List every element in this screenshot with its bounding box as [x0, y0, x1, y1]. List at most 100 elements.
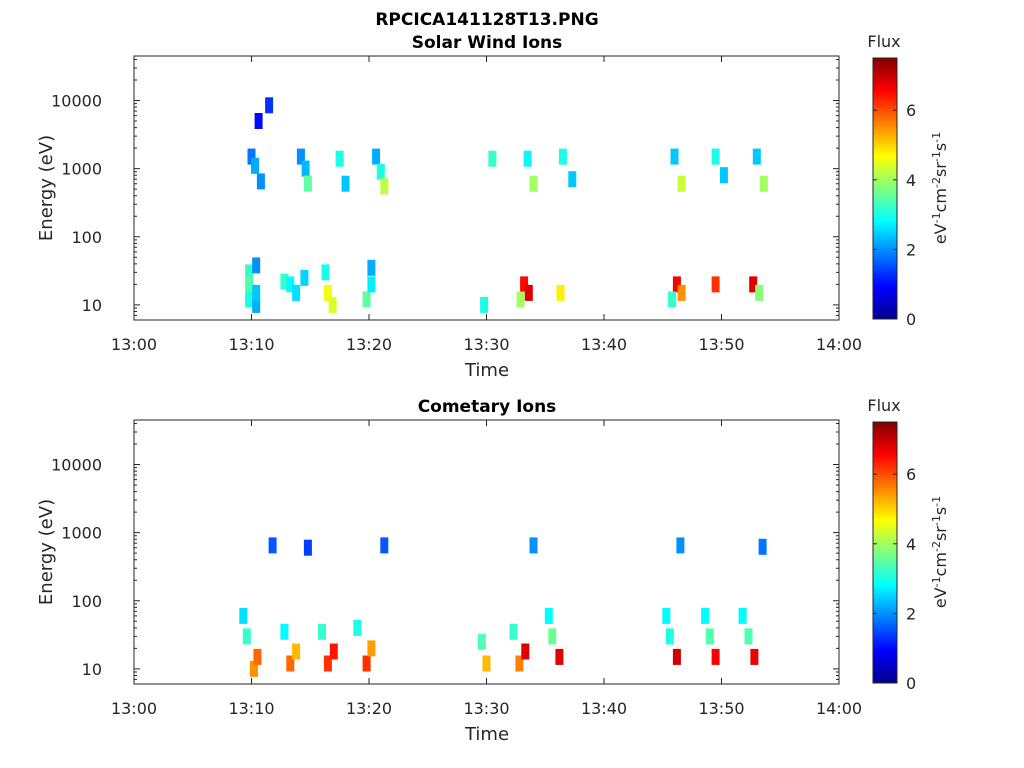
x-tick-label: 13:30 — [463, 335, 509, 354]
heatmap-cell — [480, 296, 489, 313]
x-axis-label: Time — [464, 360, 509, 381]
heatmap-cell — [676, 537, 685, 554]
heatmap-cell — [752, 148, 761, 165]
heatmap-cell — [362, 655, 371, 672]
x-tick-label: 13:10 — [228, 335, 274, 354]
heatmap-cell — [548, 628, 557, 645]
heatmap-cell — [328, 296, 337, 313]
heatmap-cell — [555, 648, 564, 665]
heatmap-cell — [544, 607, 553, 624]
heatmap-cell — [329, 643, 338, 660]
heatmap-cell — [268, 537, 277, 554]
colorbar-tick-label: 6 — [906, 101, 916, 120]
heatmap-cell — [367, 640, 376, 657]
heatmap-cell — [251, 157, 259, 174]
heatmap-cell — [529, 537, 538, 554]
heatmap-cell — [321, 264, 330, 281]
heatmap-cell — [558, 148, 567, 165]
y-tick-label: 10 — [82, 660, 102, 679]
x-tick-labels: 13:00 13:10 13:20 13:30 13:40 13:50 14:00 — [111, 56, 862, 354]
y-tick-label: 10 — [82, 296, 102, 315]
heatmap-cell — [247, 148, 256, 165]
heatmap-cell — [738, 607, 747, 624]
heatmap-cell — [245, 264, 254, 281]
heatmap-cell — [744, 628, 753, 645]
y-tick-labels: 10 100 1000 10000 — [51, 422, 839, 685]
heatmap-cell — [254, 113, 263, 129]
y-axis-label: Energy (eV) — [36, 499, 57, 605]
colorbar-tick-label: 0 — [906, 310, 916, 329]
colorbar-gradient — [872, 421, 898, 684]
heatmap-cell — [353, 619, 362, 636]
heatmap-cell — [301, 160, 310, 177]
heatmap-cell — [252, 257, 261, 274]
x-tick-label: 13:00 — [111, 335, 157, 354]
heatmap-cell — [380, 537, 389, 554]
colorbar: Flux 0 2 4 6 eV-1cm-2sr-1s-1 — [867, 396, 950, 693]
heatmap-cell — [670, 148, 679, 165]
x-tick-label: 14:00 — [816, 699, 862, 718]
heatmap-cell — [665, 628, 674, 645]
colorbar-unit: eV-1cm-2sr-1s-1 — [930, 496, 951, 608]
solar-wind-panel: Solar Wind Ions 13:00 13:10 13:20 13:30 13:4… — [36, 32, 950, 381]
colorbar-ticks: 0 2 4 6 — [873, 465, 916, 693]
heatmap-cell — [711, 648, 720, 665]
heatmap-cell — [524, 284, 533, 301]
heatmap-cell — [556, 284, 565, 301]
heatmap-cell — [509, 623, 518, 640]
heatmap-cell — [323, 655, 332, 672]
x-tick-labels: 13:00 13:10 13:20 13:30 13:40 13:50 14:00 — [111, 420, 862, 718]
heatmap-cell — [568, 171, 577, 188]
x-tick-label: 13:20 — [346, 335, 392, 354]
heatmap-cell — [520, 276, 529, 293]
y-tick-label: 1000 — [61, 524, 102, 543]
colorbar-unit: eV-1cm-2sr-1s-1 — [930, 132, 951, 244]
heatmap-cell — [755, 284, 764, 301]
heatmap-cell — [367, 276, 376, 293]
heatmap-cell — [252, 284, 261, 301]
heatmap-cell — [280, 273, 289, 290]
heatmap-cell — [367, 259, 376, 276]
heatmap-cell — [521, 643, 530, 660]
heatmap-cell — [376, 163, 385, 180]
colorbar-ticks: 0 2 4 6 — [873, 101, 916, 329]
colorbar-tick-label: 2 — [906, 240, 916, 259]
colorbar-tick-label: 0 — [906, 674, 916, 693]
heatmap-cell — [477, 633, 486, 650]
y-tick-label: 10000 — [51, 92, 102, 111]
heatmap-cell — [318, 623, 326, 640]
y-tick-label: 100 — [71, 592, 102, 611]
heatmap-cell — [249, 660, 258, 677]
colorbar-title: Flux — [867, 396, 900, 415]
colorbar-title: Flux — [867, 32, 900, 51]
y-tick-label: 10000 — [51, 456, 102, 475]
heatmap-cell — [292, 284, 301, 301]
heatmap-cell — [252, 296, 261, 313]
heatmap-cell — [242, 628, 251, 645]
colorbar-gradient — [872, 57, 898, 320]
panel-title: Solar Wind Ions — [412, 33, 563, 53]
heatmap-cell — [362, 291, 371, 308]
heatmap-cell — [300, 269, 309, 286]
colorbar-tick-label: 6 — [906, 465, 916, 484]
y-tick-labels: 10 100 1000 10000 — [51, 58, 839, 321]
plot-frame — [133, 55, 840, 321]
heatmap-cell — [323, 284, 332, 301]
heatmap-cell — [245, 291, 254, 308]
heatmap-cell — [677, 284, 686, 301]
heatmap-cell — [292, 643, 301, 660]
heatmap-cell — [296, 148, 305, 165]
x-tick-label: 13:50 — [698, 335, 744, 354]
y-tick-label: 100 — [71, 228, 102, 247]
colorbar-tick-label: 2 — [906, 604, 916, 623]
heatmap-cell — [303, 539, 312, 556]
heatmap-cell — [286, 276, 295, 293]
plot-frame — [133, 419, 840, 685]
x-axis-label: Time — [464, 724, 509, 745]
heatmap-cell — [488, 150, 497, 167]
heatmap-cell — [245, 276, 254, 293]
heatmap-cell — [662, 607, 671, 624]
y-tick-label: 1000 — [61, 160, 102, 179]
heatmap-cell — [265, 97, 274, 114]
